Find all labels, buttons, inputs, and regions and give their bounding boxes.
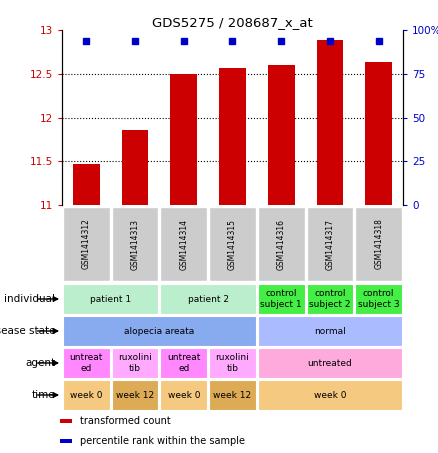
Text: week 0: week 0 <box>70 390 102 400</box>
Text: patient 2: patient 2 <box>187 294 229 304</box>
Text: week 0: week 0 <box>168 390 200 400</box>
Bar <box>73 164 100 205</box>
Text: ruxolini
tib: ruxolini tib <box>118 353 152 373</box>
Bar <box>307 207 353 281</box>
Bar <box>60 419 72 424</box>
Title: GDS5275 / 208687_x_at: GDS5275 / 208687_x_at <box>152 16 313 29</box>
Text: ruxolini
tib: ruxolini tib <box>215 353 249 373</box>
Text: untreated: untreated <box>307 358 352 367</box>
Text: control
subject 3: control subject 3 <box>358 289 399 308</box>
Bar <box>268 65 295 205</box>
Bar <box>122 130 148 205</box>
Text: GSM1414314: GSM1414314 <box>179 218 188 270</box>
Bar <box>63 284 159 314</box>
Bar <box>258 284 304 314</box>
Text: control
subject 2: control subject 2 <box>309 289 351 308</box>
Bar <box>112 207 159 281</box>
Bar <box>307 284 353 314</box>
Bar <box>160 347 207 378</box>
Bar <box>160 284 256 314</box>
Text: GSM1414312: GSM1414312 <box>82 218 91 270</box>
Text: normal: normal <box>314 327 346 336</box>
Text: patient 1: patient 1 <box>90 294 131 304</box>
Text: transformed count: transformed count <box>80 416 170 426</box>
Text: week 0: week 0 <box>314 390 346 400</box>
Bar <box>209 207 256 281</box>
Bar <box>63 316 256 347</box>
Bar <box>160 380 207 410</box>
Bar <box>209 380 256 410</box>
Text: alopecia areata: alopecia areata <box>124 327 194 336</box>
Text: GSM1414318: GSM1414318 <box>374 218 383 270</box>
Bar <box>258 207 304 281</box>
Bar <box>258 380 402 410</box>
Bar <box>219 67 246 205</box>
Bar <box>60 439 72 443</box>
Bar <box>170 74 197 205</box>
Text: GSM1414317: GSM1414317 <box>325 218 335 270</box>
Bar <box>209 347 256 378</box>
Bar <box>63 207 110 281</box>
Bar <box>258 347 402 378</box>
Bar <box>112 380 159 410</box>
Bar <box>317 40 343 205</box>
Text: untreat
ed: untreat ed <box>70 353 103 373</box>
Bar <box>258 316 402 347</box>
Bar <box>112 347 159 378</box>
Text: control
subject 1: control subject 1 <box>261 289 302 308</box>
Text: percentile rank within the sample: percentile rank within the sample <box>80 436 244 446</box>
Text: GSM1414316: GSM1414316 <box>277 218 286 270</box>
Bar <box>355 284 402 314</box>
Bar <box>160 207 207 281</box>
Text: agent: agent <box>25 358 55 368</box>
Bar <box>365 63 392 205</box>
Bar <box>355 207 402 281</box>
Text: untreat
ed: untreat ed <box>167 353 201 373</box>
Text: week 12: week 12 <box>116 390 154 400</box>
Text: time: time <box>32 390 55 400</box>
Text: week 12: week 12 <box>213 390 251 400</box>
Text: GSM1414315: GSM1414315 <box>228 218 237 270</box>
Bar <box>63 380 110 410</box>
Text: GSM1414313: GSM1414313 <box>131 218 140 270</box>
Text: individual: individual <box>4 294 55 304</box>
Text: disease state: disease state <box>0 326 55 336</box>
Bar <box>63 347 110 378</box>
